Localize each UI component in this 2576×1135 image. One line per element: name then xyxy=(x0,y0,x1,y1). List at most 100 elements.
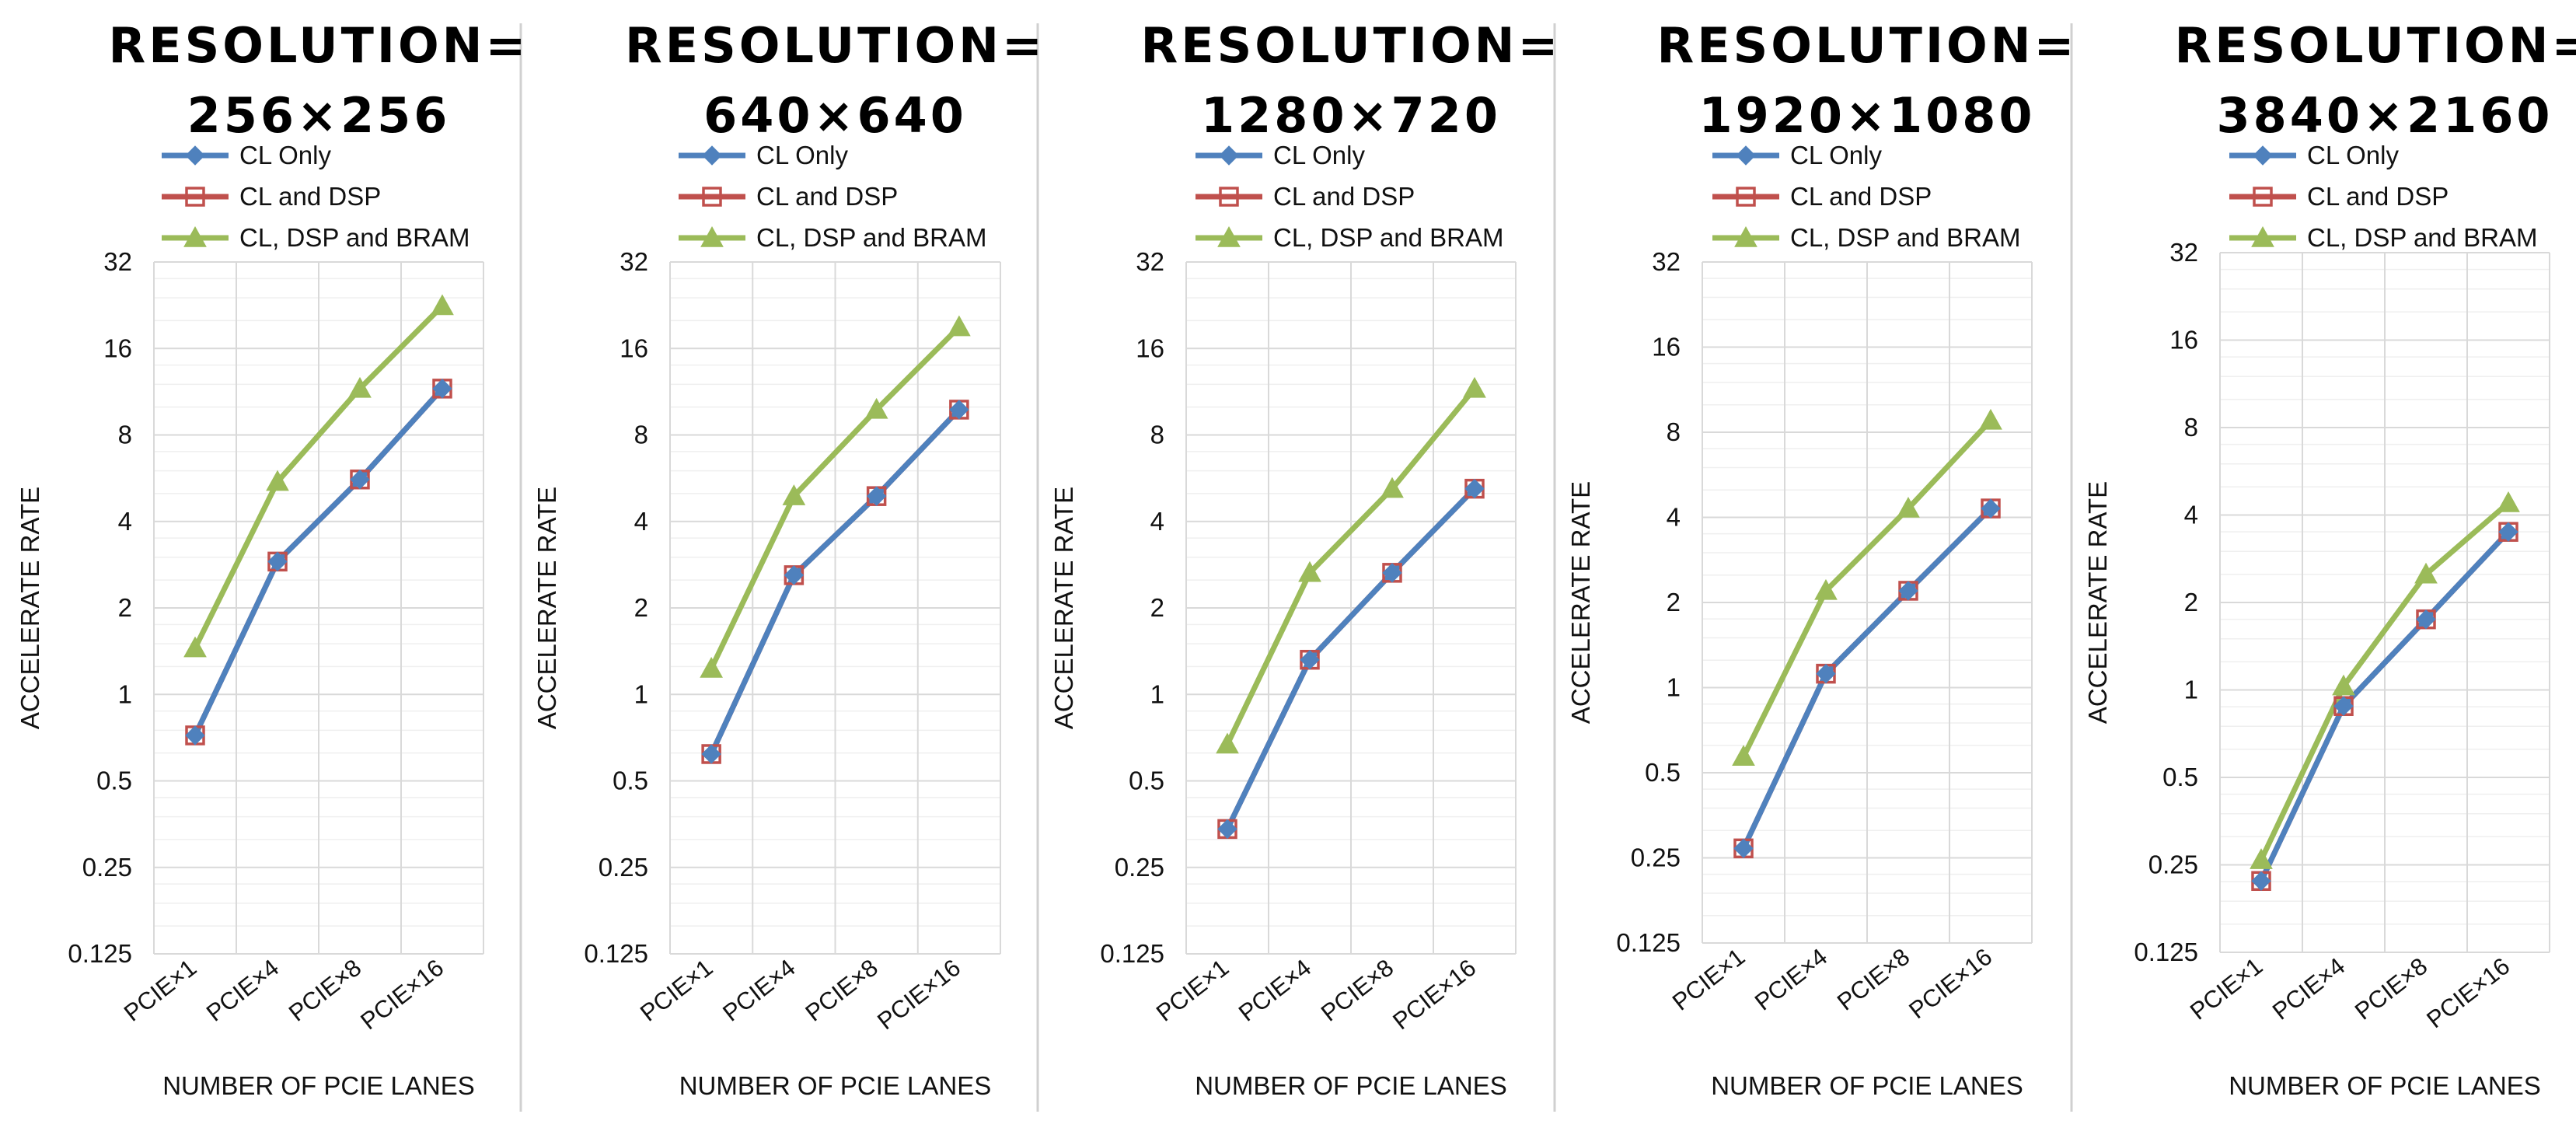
y-tick-label: 0.25 xyxy=(82,853,132,882)
data-point-series-1 xyxy=(701,744,721,764)
legend-marker-3 xyxy=(2251,225,2274,247)
y-tick-label: 32 xyxy=(103,247,132,276)
y-axis-label: ACCELERATE RATE xyxy=(532,487,561,729)
x-tick-label: PCIE×16 xyxy=(2421,952,2515,1034)
legend-label-2: CL and DSP xyxy=(239,182,381,211)
legend-marker-2 xyxy=(702,187,722,207)
y-tick-label: 32 xyxy=(1652,247,1681,276)
series-line-3 xyxy=(2258,501,2511,861)
legend-marker-2 xyxy=(185,187,205,207)
chart-panel-3: RESOLUTION= 1280×720 0.125 0.25 0.5 1 2 4 8 16 32 A… xyxy=(1049,17,1562,1100)
data-point-series-3 xyxy=(1298,561,1321,582)
y-tick-label: 16 xyxy=(1136,334,1164,362)
legend-label-3: CL, DSP and BRAM xyxy=(1790,223,2021,252)
y-tick-label: 0.5 xyxy=(2162,763,2198,791)
chart-title-line2: 256×256 xyxy=(187,87,451,144)
y-tick-label: 16 xyxy=(1652,333,1681,361)
series-line-1 xyxy=(1224,487,1477,830)
y-tick-label: 32 xyxy=(1136,247,1164,276)
y-tick-label: 4 xyxy=(118,507,132,536)
legend-label-1: CL Only xyxy=(239,141,331,169)
chart-title-line1: RESOLUTION= xyxy=(1141,17,1562,74)
x-tick-label: PCIE×8 xyxy=(284,954,366,1027)
legend-label-2: CL and DSP xyxy=(1790,182,1932,211)
y-tick-label: 16 xyxy=(103,334,132,362)
legend-marker-1 xyxy=(1736,145,1756,166)
legend-label-1: CL Only xyxy=(1790,141,1882,169)
y-tick-label: 8 xyxy=(1150,421,1164,449)
y-tick-label: 8 xyxy=(2184,413,2198,442)
data-point-series-3 xyxy=(2414,562,2438,584)
y-tick-label: 0.25 xyxy=(2148,850,2198,879)
legend-label-3: CL, DSP and BRAM xyxy=(756,223,987,252)
y-tick-label: 0.125 xyxy=(1100,939,1164,968)
legend-label-1: CL Only xyxy=(1273,141,1365,169)
data-point-series-1 xyxy=(2498,522,2518,542)
data-point-series-1 xyxy=(784,565,805,585)
y-tick-label: 4 xyxy=(634,507,648,536)
y-tick-label: 2 xyxy=(1667,588,1681,616)
legend-label-2: CL and DSP xyxy=(2307,182,2449,211)
data-point-series-1 xyxy=(350,470,370,490)
data-point-series-1 xyxy=(267,551,288,572)
y-tick-label: 0.125 xyxy=(1616,928,1681,957)
legend-marker-1 xyxy=(1219,145,1239,166)
legend-marker-2 xyxy=(1219,187,1239,207)
series-line-1 xyxy=(1740,506,1993,850)
series-line-3 xyxy=(192,304,445,650)
legend-marker-3 xyxy=(1734,225,1757,247)
y-tick-label: 0.5 xyxy=(613,767,648,795)
data-point-series-1 xyxy=(432,379,452,399)
y-tick-label: 4 xyxy=(1667,503,1681,532)
data-point-series-1 xyxy=(866,486,887,506)
y-tick-label: 4 xyxy=(2184,501,2198,529)
data-point-series-3 xyxy=(1216,732,1239,754)
y-tick-label: 0.5 xyxy=(96,767,132,795)
y-tick-label: 0.125 xyxy=(584,939,648,968)
y-tick-label: 0.25 xyxy=(599,853,648,882)
y-tick-label: 8 xyxy=(1667,417,1681,446)
data-point-series-3 xyxy=(348,376,372,398)
y-tick-label: 0.5 xyxy=(1645,758,1681,787)
data-point-series-3 xyxy=(183,636,207,658)
y-tick-label: 2 xyxy=(1150,593,1164,622)
series-line-3 xyxy=(1224,386,1477,746)
data-point-series-1 xyxy=(1898,581,1918,601)
y-tick-label: 2 xyxy=(634,593,648,622)
legend-marker-3 xyxy=(1217,225,1241,247)
y-tick-label: 1 xyxy=(1667,673,1681,702)
data-point-series-1 xyxy=(1382,563,1402,583)
legend-label-1: CL Only xyxy=(2307,141,2399,169)
x-tick-label: PCIE×8 xyxy=(1832,943,1915,1016)
data-point-series-3 xyxy=(1732,745,1755,767)
x-axis-label: NUMBER OF PCIE LANES xyxy=(1195,1071,1507,1100)
data-point-series-3 xyxy=(1897,497,1920,518)
legend-marker-2 xyxy=(2253,187,2273,207)
y-tick-label: 8 xyxy=(118,421,132,449)
y-tick-label: 0.125 xyxy=(2134,938,2198,966)
data-point-series-3 xyxy=(1814,578,1838,600)
data-point-series-3 xyxy=(1380,477,1404,498)
data-point-series-3 xyxy=(2332,674,2355,696)
x-tick-label: PCIE×8 xyxy=(2350,952,2432,1025)
y-axis-label: ACCELERATE RATE xyxy=(1049,487,1078,729)
chart-panel-4: RESOLUTION= 1920×1080 0.125 0.25 0.5 1 2 4 8 16 32… xyxy=(1566,17,2075,1100)
y-tick-label: 0.5 xyxy=(1129,767,1164,795)
chart-panel-5: RESOLUTION= 3840×2160 0.125 0.25 0.5 1 2 4 8 16 32… xyxy=(2083,17,2576,1100)
legend-label-3: CL, DSP and BRAM xyxy=(2307,223,2538,252)
data-point-series-3 xyxy=(864,397,888,419)
y-tick-label: 16 xyxy=(620,334,648,362)
x-tick-label: PCIE×16 xyxy=(355,954,449,1035)
data-point-series-3 xyxy=(782,484,806,505)
y-tick-label: 4 xyxy=(1150,507,1164,536)
y-tick-label: 1 xyxy=(2184,676,2198,704)
y-tick-label: 32 xyxy=(620,247,648,276)
series-line-3 xyxy=(708,325,962,670)
y-tick-label: 2 xyxy=(2184,588,2198,616)
x-axis-label: NUMBER OF PCIE LANES xyxy=(162,1071,475,1100)
y-tick-label: 32 xyxy=(2169,238,2198,267)
series-line-1 xyxy=(192,386,445,737)
y-axis-label: ACCELERATE RATE xyxy=(16,487,44,729)
data-point-series-1 xyxy=(2416,609,2436,630)
